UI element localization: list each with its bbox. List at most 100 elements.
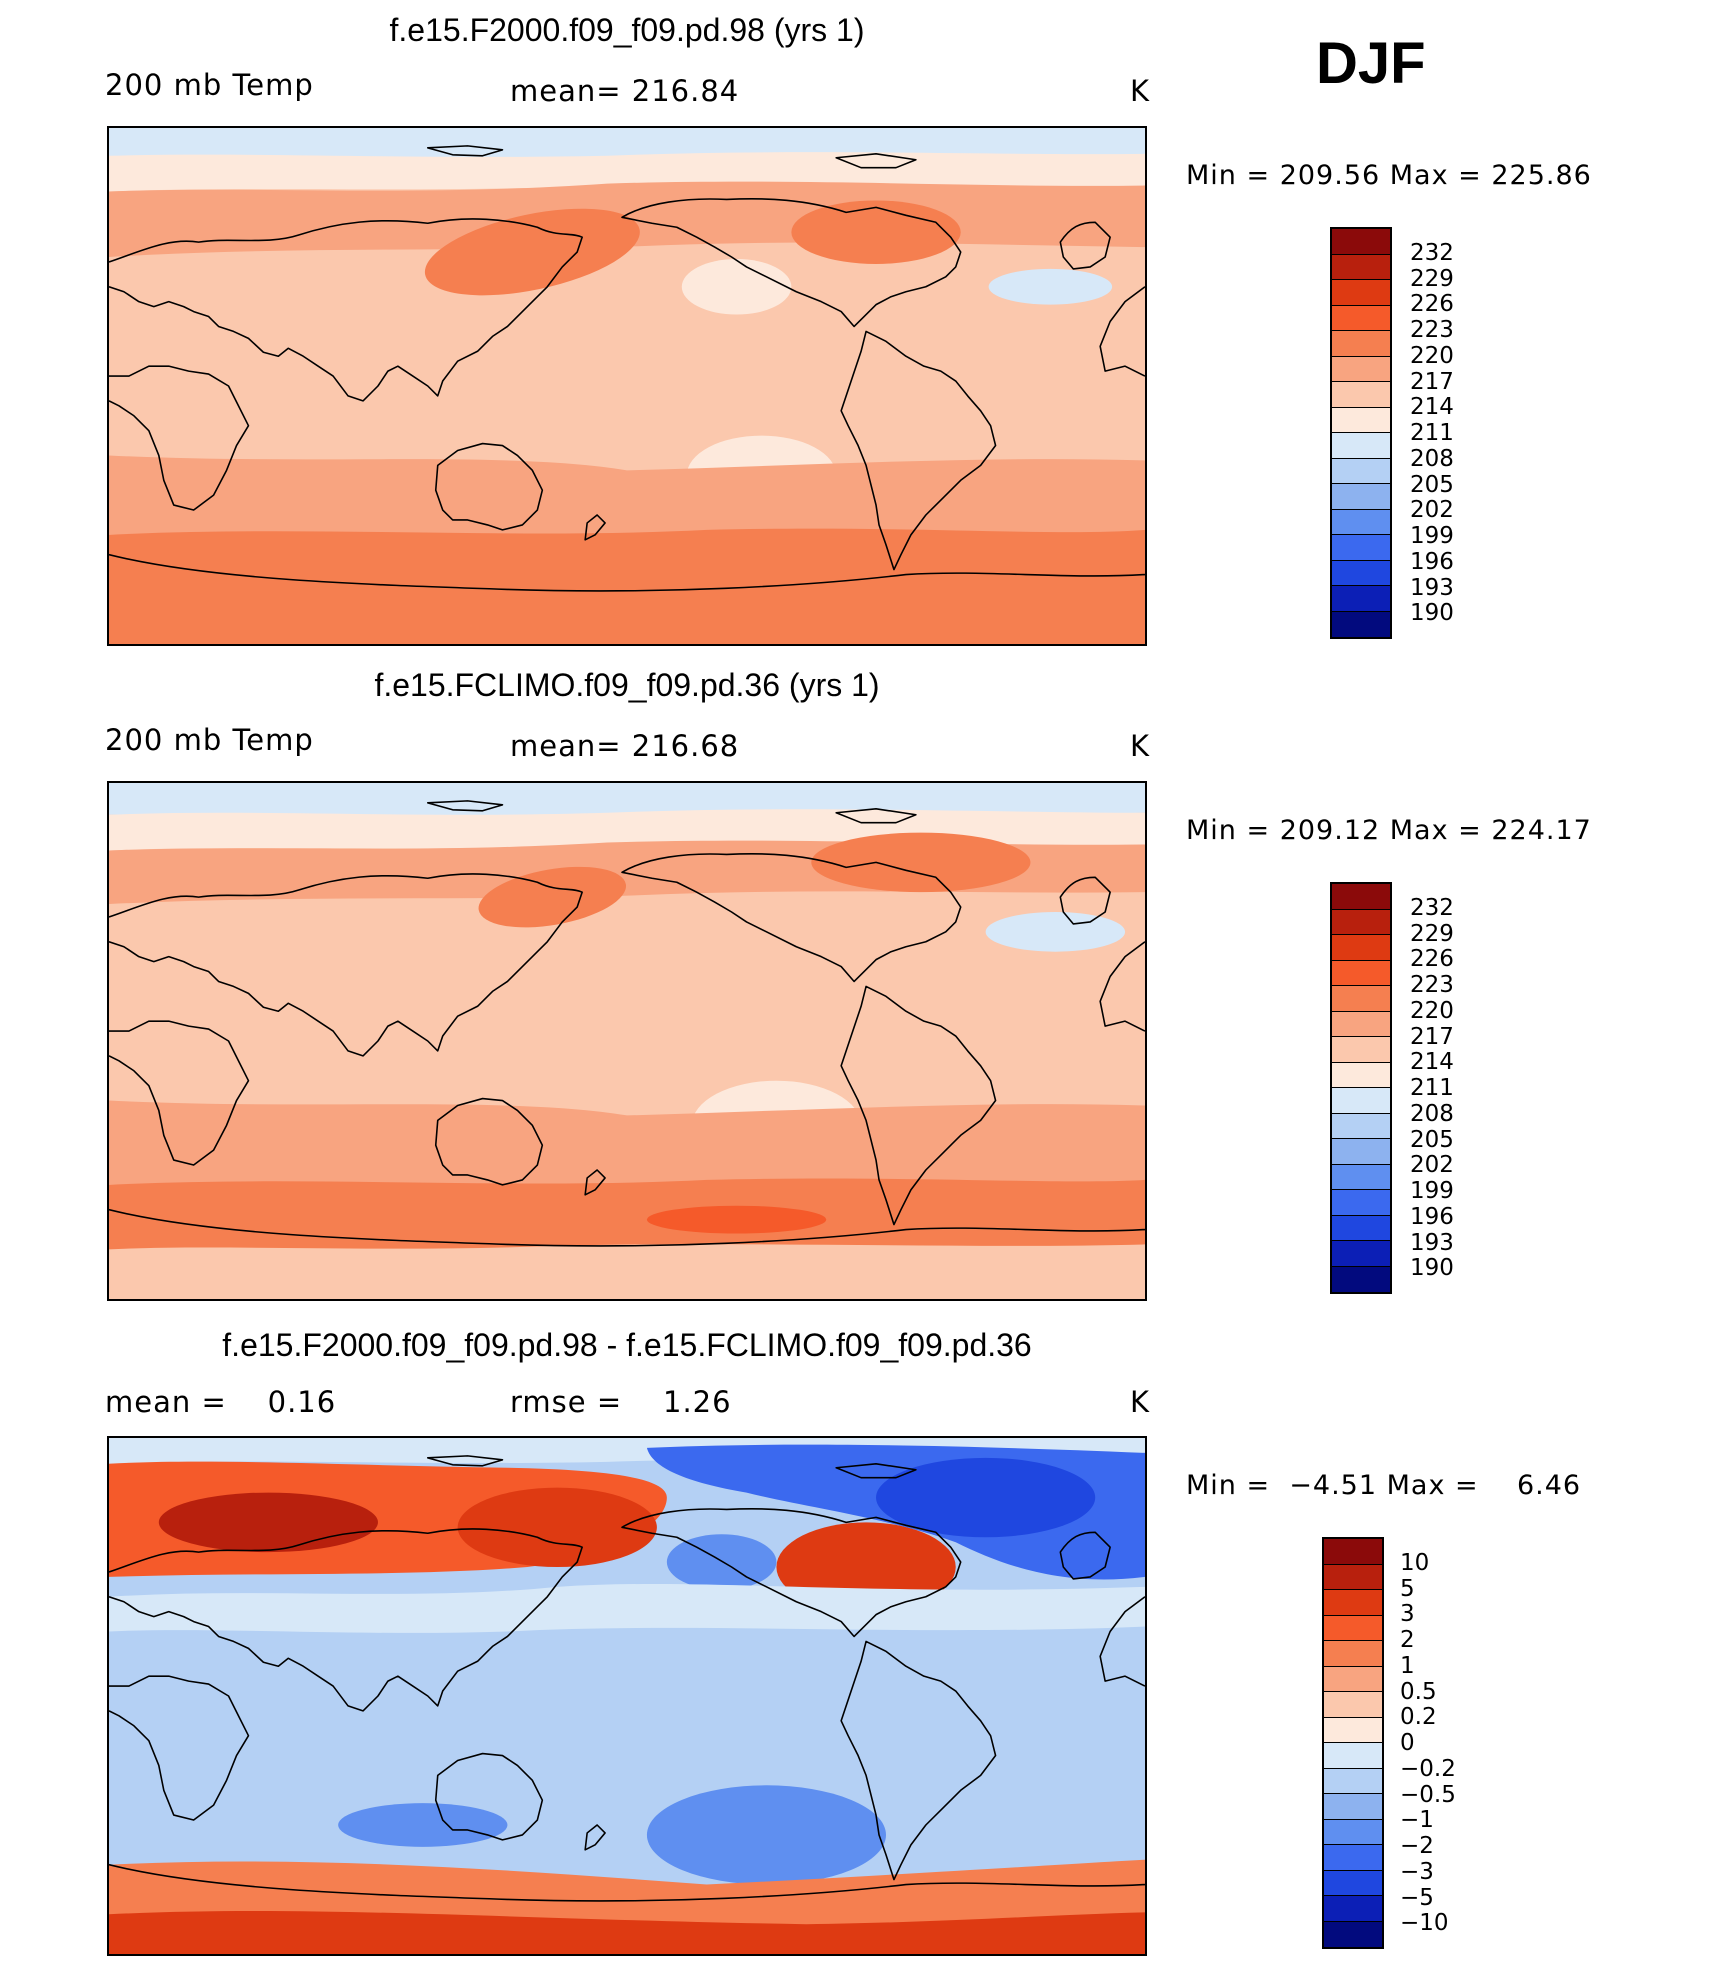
colorbar-tick-label: 199 [1410,523,1454,549]
colorbar-tick-label: 220 [1410,997,1454,1024]
colorbar-swatch [1332,509,1390,535]
panel-1-minmax: Min = 209.56 Max = 225.86 [1186,160,1592,191]
colorbar-swatch [1332,884,1390,910]
coastlines [109,1455,1145,1902]
field-region [646,1785,886,1885]
colorbar-tick-label: 229 [1410,920,1454,947]
colorbar-tick-label: 211 [1410,1075,1454,1101]
panel-3-colorbar [1322,1537,1384,1949]
colorbar-tick-label: 5 [1400,1575,1415,1602]
panel-2-map [107,781,1147,1301]
colorbar-tick-label: −2 [1400,1833,1434,1859]
colorbar-tick-label: 214 [1410,1049,1454,1076]
panel-1-mean-label: mean= 216.84 [510,74,740,108]
field-region [109,1178,1145,1250]
panel-2-colorbar [1330,882,1392,1294]
colorbar-tick-label: −1 [1400,1807,1434,1834]
colorbar-swatch [1332,560,1390,586]
colorbar-swatch [1332,1190,1390,1216]
field-region [791,200,961,264]
colorbar-swatch [1332,407,1390,433]
colorbar-tick-label: 223 [1410,317,1454,343]
field-region [109,455,1145,535]
colorbar-tick-label: 3 [1400,1601,1415,1628]
colorbar-swatch [1332,305,1390,331]
field-region [109,1910,1145,1954]
colorbar-tick-label: 190 [1410,600,1454,627]
colorbar-swatch [1332,1215,1390,1241]
colorbar-swatch [1332,1164,1390,1190]
colorbar-tick-label: 0 [1400,1730,1415,1756]
colorbar-swatch [1332,986,1390,1012]
colorbar-tick-label: 202 [1410,1152,1454,1179]
colorbar-swatch [1332,1011,1390,1037]
colorbar-swatch [1324,1590,1382,1616]
colorbar-swatch [1332,1241,1390,1267]
field-region [457,1487,657,1567]
colorbar-swatch [1332,1037,1390,1063]
colorbar-tick-label: 193 [1410,574,1454,601]
colorbar-tick-label: 2 [1400,1627,1415,1653]
colorbar-swatch [1324,1845,1382,1871]
colorbar-tick-label: 205 [1410,471,1454,498]
field-region [985,912,1126,952]
panel-2-mean-label: mean= 216.68 [510,729,740,763]
field-region [811,832,1031,893]
colorbar-swatch [1332,484,1390,510]
colorbar-swatch [1332,909,1390,935]
colorbar-swatch [1332,611,1390,637]
colorbar-swatch [1332,960,1390,986]
colorbar-tick-label: 199 [1410,1178,1454,1204]
colorbar-swatch [1332,382,1390,408]
colorbar-tick-label: 208 [1410,1100,1454,1127]
panel-2-unit: K [1130,729,1151,763]
colorbar-tick-label: 196 [1410,1203,1454,1230]
colorbar-swatch [1332,356,1390,382]
colorbar-swatch [1332,1088,1390,1114]
colorbar-swatch [1332,331,1390,357]
colorbar-tick-label: −10 [1400,1910,1449,1937]
panel-2-field [109,783,1145,1299]
panel-1-unit: K [1130,74,1151,108]
field-region [109,1583,1145,1633]
field-region [109,528,1145,644]
field-region [424,208,640,296]
colorbar-tick-label: 217 [1410,1023,1454,1050]
colorbar-tick-label: 226 [1410,291,1454,318]
panel-2-title: f.e15.FCLIMO.f09_f09.pd.36 (yrs 1) [374,667,880,703]
colorbar-tick-label: 226 [1410,946,1454,973]
panel-1-left-label: 200 mb Temp [105,68,314,102]
colorbar-tick-label: 196 [1410,548,1454,575]
panel-3-unit: K [1130,1385,1151,1419]
colorbar-tick-label: 0.5 [1400,1678,1437,1705]
colorbar-swatch [1324,1794,1382,1820]
colorbar-tick-label: 208 [1410,445,1454,472]
colorbar-tick-label: 10 [1400,1549,1430,1576]
colorbar-swatch [1324,1666,1382,1692]
panel-2-colorbar-ticks: 232 229 226 223 220 217 214 211 208 205 202 199 196 1… [1410,882,1530,1294]
colorbar-tick-label: −0.5 [1400,1781,1456,1808]
colorbar-swatch [1324,1539,1382,1565]
panel-2-minmax: Min = 209.12 Max = 224.17 [1186,815,1592,846]
field-region [158,1492,378,1553]
colorbar-tick-label: −3 [1400,1858,1434,1885]
colorbar-swatch [1324,1743,1382,1769]
field-region [478,866,627,928]
colorbar-tick-label: 202 [1410,497,1454,524]
colorbar-swatch [1324,1921,1382,1947]
panel-3-left-label: mean = 0.16 [105,1385,337,1419]
panel-2-left-label: 200 mb Temp [105,723,314,757]
colorbar-swatch [1324,1641,1382,1667]
colorbar-swatch [1332,433,1390,459]
colorbar-swatch [1324,1896,1382,1922]
colorbar-swatch [1324,1870,1382,1896]
field-region [109,1100,1145,1185]
colorbar-tick-label: −5 [1400,1884,1434,1911]
panel-3-rmse-label: rmse = 1.26 [510,1385,732,1419]
colorbar-tick-label: −0.2 [1400,1755,1456,1782]
colorbar-swatch [1332,229,1390,255]
field-region [109,152,1145,192]
colorbar-swatch [1332,458,1390,484]
panel-3-minmax: Min = −4.51 Max = 6.46 [1186,1470,1582,1501]
colorbar-tick-label: 232 [1410,894,1454,921]
